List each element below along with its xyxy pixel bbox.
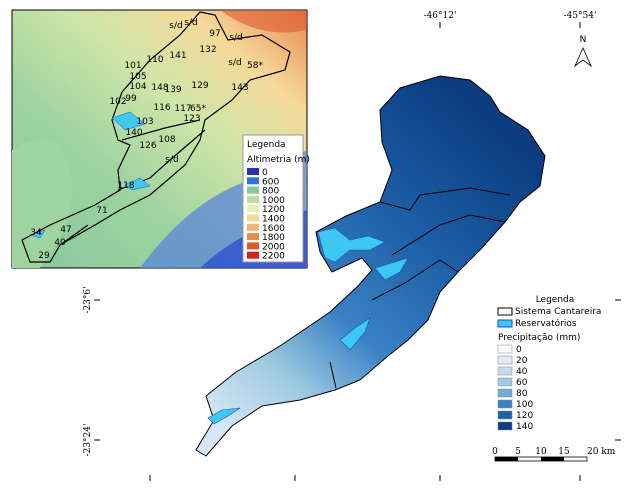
legend-label: 1400	[262, 215, 285, 225]
station-label: 103	[136, 117, 153, 127]
sub-basin-line	[329, 187, 511, 389]
legend-label: 80	[516, 389, 528, 399]
lat-label: -23°24'	[83, 424, 93, 457]
legend-title: Legenda	[536, 295, 575, 305]
legend-swatch	[497, 388, 513, 398]
station-label: 97	[209, 29, 220, 39]
scale-label: 10	[535, 447, 547, 457]
basin	[195, 75, 546, 457]
station-label: 132	[199, 45, 216, 55]
legend-label: 0	[262, 168, 268, 178]
north-label: N	[580, 35, 587, 45]
graticule	[94, 22, 621, 481]
inset-legend-subtitle: Altimetria (m)	[247, 155, 310, 165]
scale-label: 5	[515, 447, 521, 457]
lon-label: -45°54'	[564, 11, 597, 21]
legend-swatch	[247, 168, 259, 175]
legend-label: 2200	[262, 252, 285, 262]
legend-subtitle: Precipitação (mm)	[498, 333, 580, 343]
station-label: 123	[183, 114, 200, 124]
legend-swatch	[247, 223, 259, 231]
legend-label: 100	[516, 400, 533, 410]
station-label: 105	[129, 72, 146, 82]
legend-swatch	[497, 355, 513, 365]
reservoirs	[207, 227, 409, 425]
legend-swatch	[497, 307, 513, 316]
legend-label: 60	[516, 378, 528, 388]
station-label: 104	[129, 82, 146, 92]
inset-legend-title: Legenda	[247, 140, 286, 150]
legend-swatch	[247, 205, 259, 213]
scale-label: 0	[492, 447, 498, 457]
legend-swatch	[247, 214, 259, 222]
legend-label: 1600	[262, 224, 285, 234]
station-label: 110	[146, 55, 163, 65]
station-label: 102	[109, 97, 126, 107]
legend-swatch	[247, 195, 259, 203]
station-label: 148	[151, 83, 168, 93]
legend: Legenda Sistema Cantareira Reservatórios…	[497, 295, 601, 432]
station-label: s/d	[228, 58, 241, 68]
station-label: 140	[125, 128, 142, 138]
station-label: 71	[96, 206, 107, 216]
legend-label: 800	[262, 187, 279, 197]
station-label: 118	[117, 181, 134, 191]
legend-swatch	[497, 421, 513, 431]
legend-label: 1200	[262, 205, 285, 215]
scale-label: 15	[558, 447, 570, 457]
lat-label: -23°6'	[83, 286, 93, 313]
station-label: s/d	[169, 21, 182, 31]
station-label: 34	[30, 228, 42, 238]
legend-swatch	[247, 251, 259, 259]
legend-swatch	[247, 177, 259, 185]
legend-swatch	[247, 242, 259, 250]
lon-label: -46°12'	[424, 11, 457, 21]
station-label: s/d	[184, 18, 197, 28]
station-label: 58*	[247, 61, 263, 71]
legend-label: 2000	[262, 242, 285, 252]
station-label: 141	[169, 51, 186, 61]
station-label: 108	[158, 135, 175, 145]
station-label: 139	[164, 85, 181, 95]
legend-swatch	[247, 186, 259, 194]
scale-label: 20 km	[587, 447, 616, 457]
scale-bar: 0 5 10 15 20 km	[492, 447, 616, 462]
legend-label: 0	[516, 345, 522, 355]
legend-label: 600	[262, 177, 279, 187]
legend-label: 120	[516, 411, 533, 421]
legend-swatch	[497, 377, 513, 387]
station-label: 65*	[190, 104, 206, 114]
legend-swatch	[497, 319, 513, 328]
station-label: 101	[124, 61, 141, 71]
station-label: 126	[139, 141, 156, 151]
inset-map: Legenda Altimetria (m) 06008001000120014…	[11, 9, 310, 269]
station-label: 47	[60, 225, 71, 235]
legend-swatch	[497, 410, 513, 420]
legend-label: 1800	[262, 233, 285, 243]
legend-swatch	[247, 233, 259, 241]
station-label: 29	[38, 251, 50, 261]
station-label: s/d	[229, 33, 242, 43]
legend-label: 20	[516, 356, 528, 366]
station-label: 117	[174, 104, 191, 114]
legend-label: 40	[516, 367, 528, 377]
legend-swatch	[497, 366, 513, 376]
station-label: s/d	[165, 155, 178, 165]
legend-label: Sistema Cantareira	[515, 307, 601, 317]
inset-basin	[21, 11, 291, 263]
legend-label: Reservatórios	[515, 318, 577, 329]
station-label: 40	[54, 238, 66, 248]
station-label: 143	[231, 83, 248, 93]
legend-label: 140	[516, 422, 533, 432]
legend-swatch	[497, 344, 513, 354]
station-label: 116	[153, 103, 170, 113]
station-label: 99	[125, 94, 137, 104]
legend-label: 1000	[262, 196, 285, 206]
north-arrow: N	[574, 35, 592, 68]
legend-swatch	[497, 399, 513, 409]
station-label: 129	[191, 81, 208, 91]
